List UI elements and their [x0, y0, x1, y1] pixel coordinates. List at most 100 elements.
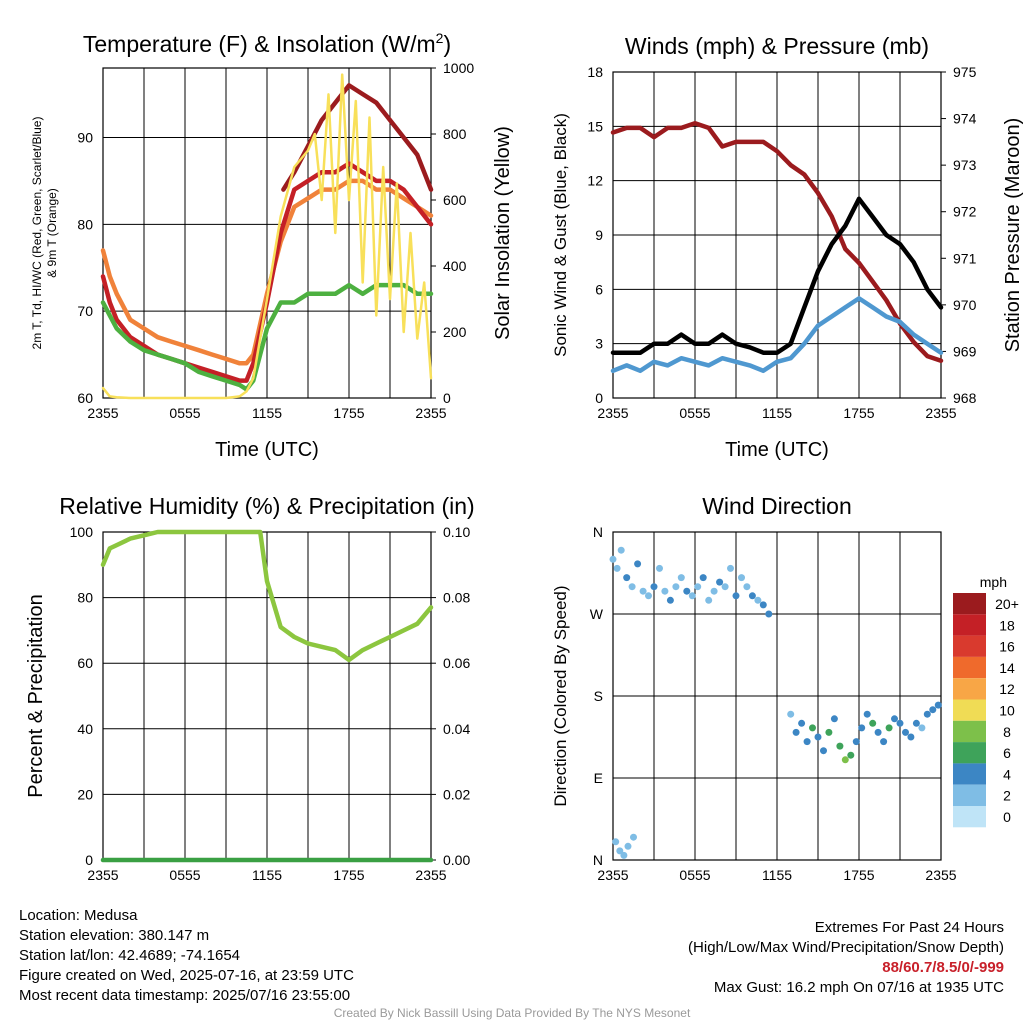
y-tick-label: 0	[595, 390, 603, 406]
y-tick-label: 18	[587, 64, 603, 80]
y-tick-label: N	[593, 852, 603, 868]
legend-label: 2	[1003, 788, 1011, 804]
scatter-point	[748, 592, 756, 600]
y2-tick-label: 0.00	[443, 852, 470, 868]
y2-tick-label: 0.02	[443, 786, 470, 802]
scatter-point	[814, 733, 822, 741]
scatter-point	[874, 728, 882, 736]
x-tick-label: 2355	[415, 405, 446, 421]
scatter-point	[863, 710, 871, 718]
scatter-point	[743, 583, 751, 591]
scatter-point	[613, 564, 621, 572]
y2-tick-label: 200	[443, 324, 467, 340]
x-tick-label: 1755	[333, 867, 364, 883]
plot-frame	[612, 531, 942, 861]
y2-tick-label: 0.08	[443, 590, 470, 606]
legend-swatch	[953, 678, 986, 700]
series-line	[281, 83, 434, 192]
y-tick-label: 80	[77, 590, 93, 606]
scatter-point	[754, 596, 762, 604]
scatter-point	[617, 546, 625, 554]
scatter-point	[820, 747, 827, 755]
scatter-point	[699, 574, 707, 582]
x-tick-label: 1755	[333, 405, 364, 421]
scatter-point	[841, 756, 849, 764]
x-tick-label: 1155	[252, 405, 282, 421]
scatter-point	[666, 596, 674, 604]
max-gust-text: Max Gust: 16.2 mph On 07/16 at 1935 UTC	[713, 979, 1004, 996]
legend-swatch	[953, 806, 986, 828]
x-tick-label: 1155	[762, 405, 792, 421]
y-axis-label: Sonic Wind & Gust (Blue, Black)	[551, 113, 570, 357]
scatter-point	[688, 592, 696, 600]
y-tick-label: S	[594, 688, 603, 704]
elevation-text: Station elevation: 380.147 m	[19, 927, 210, 944]
legend-swatch	[953, 614, 986, 636]
y2-axis-label: Solar Insolation (Yellow)	[492, 126, 514, 340]
x-tick-label: 0555	[169, 405, 200, 421]
y2-tick-label: 600	[443, 192, 467, 208]
y-axis-label-2: & 9m T (Orange)	[45, 188, 59, 278]
legend-swatch	[953, 656, 986, 679]
scatter-point	[738, 574, 745, 582]
y2-tick-label: 0.10	[443, 524, 470, 540]
scatter-point	[830, 715, 838, 723]
y2-tick-label: 968	[953, 390, 977, 406]
x-tick-label: 2355	[87, 405, 118, 421]
scatter-point	[645, 592, 652, 600]
y2-tick-label: 800	[443, 126, 467, 142]
scatter-point	[683, 587, 691, 595]
chart-title: Winds (mph) & Pressure (mb)	[625, 33, 929, 59]
legend-label: 20+	[995, 596, 1019, 612]
scatter-point	[759, 601, 767, 609]
scatter-point	[803, 738, 811, 746]
legend-label: 12	[999, 681, 1015, 697]
legend-swatch	[953, 635, 986, 657]
scatter-point	[934, 701, 942, 709]
legend-label: 18	[999, 617, 1015, 633]
scatter-point	[885, 724, 893, 732]
scatter-point	[672, 583, 680, 591]
scatter-point	[624, 842, 632, 850]
y2-tick-label: 1000	[443, 60, 474, 76]
x-tick-label: 2355	[597, 405, 628, 421]
y-tick-label: 60	[77, 655, 93, 671]
chart-title: Wind Direction	[702, 493, 852, 519]
series-line	[100, 529, 434, 663]
scatter-point	[847, 751, 855, 759]
x-tick-label: 1155	[252, 867, 282, 883]
scatter-point	[798, 719, 806, 727]
scatter-point	[825, 728, 833, 736]
y-tick-label: W	[590, 606, 604, 622]
scatter-point	[880, 738, 888, 746]
legend-label: 8	[1003, 724, 1011, 740]
legend-swatch	[953, 763, 986, 785]
legend-swatch	[953, 593, 986, 615]
y2-axis-label: Station Pressure (Maroon)	[1002, 118, 1024, 353]
plot-frame	[612, 71, 942, 399]
scatter-point	[765, 610, 773, 618]
y-tick-label: E	[594, 770, 603, 786]
scatter-point	[710, 587, 718, 595]
y-tick-label: N	[593, 524, 603, 540]
scatter-point	[907, 733, 915, 741]
y2-tick-label: 974	[953, 111, 977, 127]
x-tick-label: 1755	[843, 867, 874, 883]
latlon-text: Station lat/lon: 42.4689; -74.1654	[19, 947, 241, 964]
y-tick-label: 9	[595, 227, 603, 243]
x-tick-label: 2355	[87, 867, 118, 883]
y-axis-label: Direction (Colored By Speed)	[551, 585, 570, 806]
scatter-point	[609, 555, 617, 563]
legend-label: 6	[1003, 745, 1011, 761]
y2-tick-label: 400	[443, 258, 467, 274]
scatter-point	[639, 587, 647, 595]
x-tick-label: 2355	[597, 867, 628, 883]
legend-label: 16	[999, 639, 1015, 655]
series-line	[610, 120, 944, 363]
y-tick-label: 60	[77, 390, 93, 406]
x-tick-label: 0555	[679, 867, 710, 883]
y-axis-label: Percent & Precipitation	[25, 594, 47, 797]
scatter-point	[929, 706, 937, 714]
y-tick-label: 0	[85, 852, 93, 868]
